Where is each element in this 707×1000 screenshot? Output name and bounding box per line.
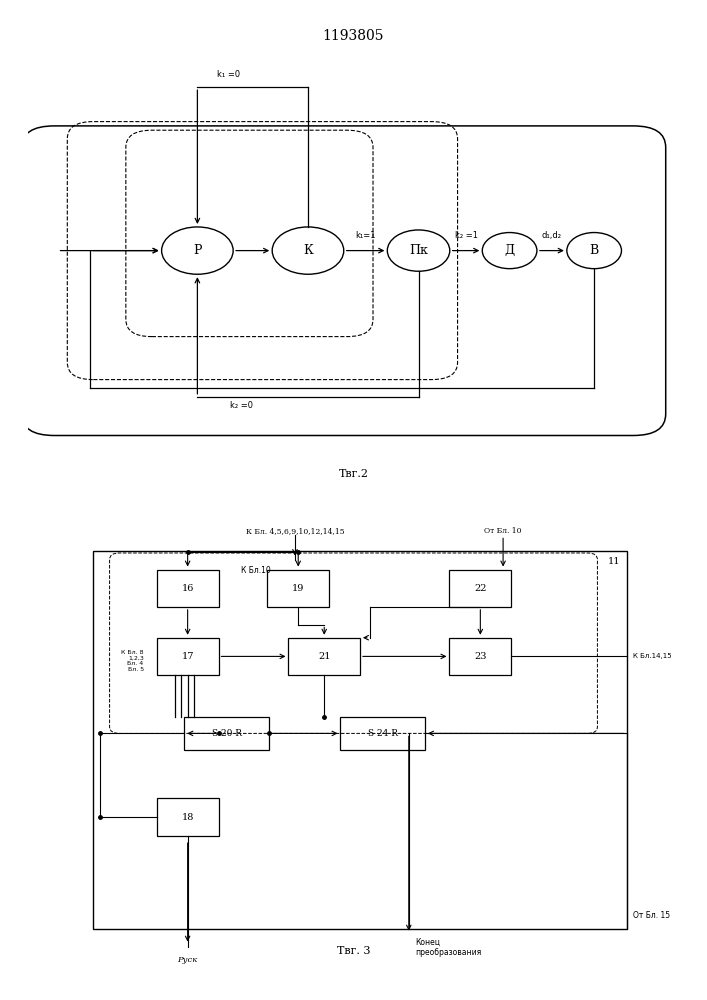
Text: d₁,d₂: d₁,d₂ bbox=[542, 231, 562, 240]
Text: 16: 16 bbox=[182, 584, 194, 593]
Text: Руск: Руск bbox=[177, 956, 198, 964]
Text: Д: Д bbox=[505, 244, 515, 257]
Text: К: К bbox=[303, 244, 312, 257]
Bar bbox=[157, 638, 218, 675]
Text: 11: 11 bbox=[608, 557, 620, 566]
Text: К Бл.10: К Бл.10 bbox=[241, 566, 271, 575]
Bar bbox=[157, 798, 218, 836]
Text: От Бл. 15: От Бл. 15 bbox=[633, 912, 670, 920]
Text: К Бл.14,15: К Бл.14,15 bbox=[633, 653, 672, 659]
Bar bbox=[288, 638, 360, 675]
Text: Пк: Пк bbox=[409, 244, 428, 257]
Bar bbox=[185, 717, 269, 750]
Text: От Бл. 10: От Бл. 10 bbox=[484, 527, 522, 535]
Text: k₂ =0: k₂ =0 bbox=[230, 401, 253, 410]
Text: В: В bbox=[590, 244, 599, 257]
Bar bbox=[450, 570, 511, 607]
Bar bbox=[450, 638, 511, 675]
Text: Τвг.2: Τвг.2 bbox=[339, 469, 368, 479]
Text: S 24 R: S 24 R bbox=[368, 729, 398, 738]
Text: 1193805: 1193805 bbox=[323, 29, 384, 43]
Text: 17: 17 bbox=[182, 652, 194, 661]
Bar bbox=[157, 570, 218, 607]
Text: Р: Р bbox=[193, 244, 201, 257]
Text: S 20 R: S 20 R bbox=[211, 729, 242, 738]
Text: 21: 21 bbox=[318, 652, 330, 661]
Bar bbox=[341, 717, 425, 750]
Text: 23: 23 bbox=[474, 652, 486, 661]
Text: Конец
преобразования: Конец преобразования bbox=[415, 938, 481, 957]
Text: Τвг. 3: Τвг. 3 bbox=[337, 946, 370, 956]
Text: 22: 22 bbox=[474, 584, 486, 593]
Text: К Бл. 4,5,6,9,10,12,14,15: К Бл. 4,5,6,9,10,12,14,15 bbox=[245, 527, 344, 535]
Text: 19: 19 bbox=[292, 584, 305, 593]
Text: k₂ =1: k₂ =1 bbox=[455, 231, 477, 240]
Text: k₁=1: k₁=1 bbox=[356, 231, 376, 240]
Bar bbox=[267, 570, 329, 607]
Text: k₁ =0: k₁ =0 bbox=[217, 70, 240, 79]
Bar bbox=[93, 551, 626, 929]
Text: К Бл. 8
1,2,3
Бл. 4
Бл. 5: К Бл. 8 1,2,3 Бл. 4 Бл. 5 bbox=[121, 650, 144, 672]
Text: 18: 18 bbox=[182, 812, 194, 822]
